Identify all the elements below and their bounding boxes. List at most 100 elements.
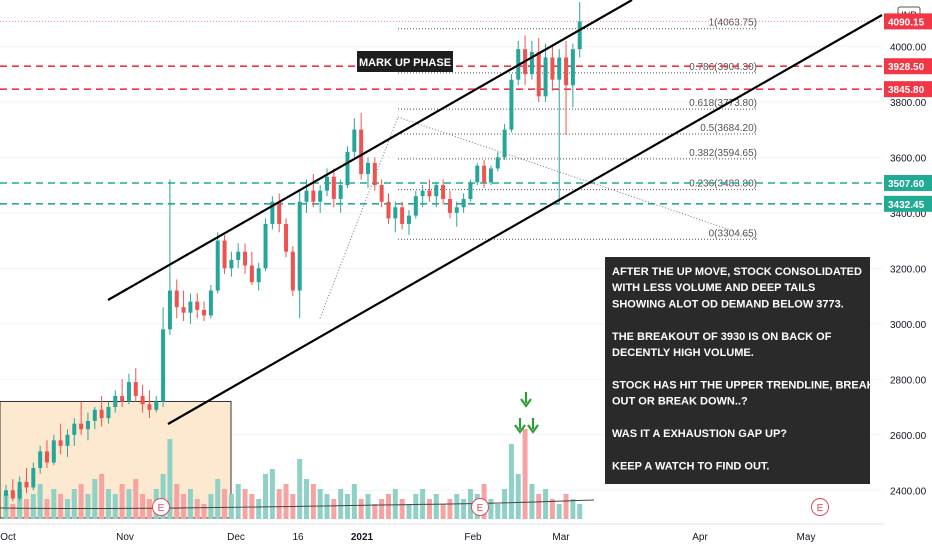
candle[interactable] — [215, 232, 220, 294]
candle[interactable] — [99, 395, 104, 427]
candle[interactable] — [113, 390, 118, 413]
fib-level-label: 0(3304.65) — [709, 228, 757, 239]
candle[interactable] — [147, 390, 152, 419]
candle[interactable] — [482, 160, 487, 188]
candle[interactable] — [372, 157, 377, 191]
earnings-marker-icon[interactable]: E — [471, 498, 489, 516]
candle[interactable] — [4, 484, 8, 510]
candle[interactable] — [126, 373, 131, 405]
candle[interactable] — [154, 395, 159, 413]
candle[interactable] — [338, 179, 343, 213]
candle[interactable] — [529, 40, 534, 80]
volume-bar — [256, 499, 262, 519]
candle[interactable] — [167, 179, 172, 335]
candle[interactable] — [256, 262, 261, 291]
candle[interactable] — [17, 476, 22, 502]
candle[interactable] — [420, 185, 425, 208]
candle[interactable] — [550, 46, 555, 91]
candle[interactable] — [222, 235, 227, 274]
price-tag-label: 3507.60 — [888, 179, 925, 190]
candle[interactable] — [202, 301, 207, 322]
time-tick-label: Mar — [552, 532, 570, 543]
candle[interactable] — [509, 74, 514, 133]
volume-bar — [447, 499, 453, 519]
earnings-marker-icon[interactable]: E — [152, 498, 170, 516]
candle[interactable] — [441, 179, 446, 205]
volume-bar — [58, 494, 64, 519]
candle[interactable] — [24, 468, 29, 494]
candle[interactable] — [502, 124, 507, 161]
candle[interactable] — [51, 434, 56, 466]
candle[interactable] — [10, 479, 15, 502]
candle[interactable] — [325, 168, 330, 197]
candle[interactable] — [318, 185, 323, 213]
candle[interactable] — [427, 179, 432, 202]
candle[interactable] — [345, 146, 350, 188]
earnings-marker-icon[interactable]: E — [811, 498, 829, 516]
candle[interactable] — [434, 182, 439, 208]
candle[interactable] — [72, 418, 77, 446]
candle[interactable] — [38, 445, 43, 474]
candle[interactable] — [243, 243, 248, 274]
candle[interactable] — [406, 210, 411, 236]
candle-body — [468, 182, 473, 199]
candle[interactable] — [297, 190, 302, 319]
candle[interactable] — [181, 290, 186, 322]
candle[interactable] — [386, 193, 391, 224]
candle[interactable] — [120, 379, 125, 408]
candle[interactable] — [31, 462, 36, 491]
candle[interactable] — [393, 201, 398, 233]
candle[interactable] — [58, 423, 63, 455]
candle[interactable] — [365, 157, 370, 188]
candle[interactable] — [352, 118, 357, 158]
candle[interactable] — [400, 201, 405, 230]
candle[interactable] — [85, 412, 90, 441]
candle[interactable] — [413, 190, 418, 219]
candle[interactable] — [447, 190, 452, 219]
volume-bar — [406, 504, 412, 519]
candle[interactable] — [311, 174, 316, 208]
candle[interactable] — [277, 193, 282, 233]
candle[interactable] — [290, 246, 295, 297]
candle[interactable] — [161, 307, 166, 408]
candle[interactable] — [188, 293, 193, 324]
upper-channel-line[interactable] — [107, 0, 633, 301]
candle[interactable] — [106, 401, 111, 424]
candle[interactable] — [236, 243, 241, 269]
candle[interactable] — [564, 40, 569, 136]
candle[interactable] — [140, 384, 145, 413]
candle[interactable] — [454, 201, 459, 227]
lower-channel-line[interactable] — [167, 14, 883, 425]
candle[interactable] — [284, 218, 289, 258]
candle[interactable] — [475, 162, 480, 186]
candle[interactable] — [488, 165, 493, 186]
price-tick-label: 3200.00 — [890, 264, 927, 275]
candle[interactable] — [133, 368, 138, 402]
candle[interactable] — [536, 38, 541, 102]
candle[interactable] — [270, 196, 275, 230]
candle[interactable] — [359, 112, 364, 180]
analysis-note-bg — [605, 257, 870, 484]
candle[interactable] — [461, 193, 466, 213]
candle[interactable] — [79, 401, 84, 435]
candle[interactable] — [557, 49, 562, 205]
candle[interactable] — [379, 179, 384, 208]
candle[interactable] — [65, 429, 70, 457]
candle-body — [550, 57, 555, 80]
candle[interactable] — [249, 251, 254, 285]
candle[interactable] — [44, 440, 49, 469]
candle[interactable] — [331, 168, 336, 208]
candle[interactable] — [195, 293, 200, 319]
candle[interactable] — [92, 407, 97, 430]
candle[interactable] — [174, 279, 179, 319]
candle[interactable] — [495, 151, 500, 172]
candle[interactable] — [229, 251, 234, 277]
candle[interactable] — [468, 179, 473, 202]
candle-body — [434, 185, 439, 197]
candle[interactable] — [570, 43, 575, 108]
candle[interactable] — [208, 284, 213, 319]
candle[interactable] — [543, 43, 548, 102]
candle[interactable] — [263, 218, 268, 272]
